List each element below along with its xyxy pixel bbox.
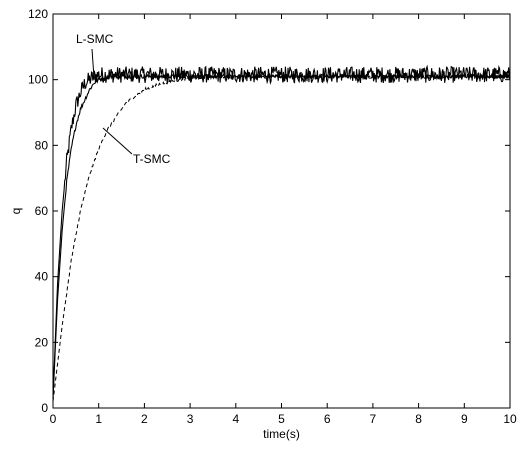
x-tick-label: 5 [278, 412, 285, 426]
y-tick-label: 40 [35, 270, 49, 284]
x-tick-label: 2 [141, 412, 148, 426]
y-tick-label: 60 [35, 204, 49, 218]
y-axis-label: q [9, 208, 23, 215]
x-tick-label: 4 [232, 412, 239, 426]
t-smc-annotation-label: T-SMC [133, 152, 171, 166]
annotations-layer: L-SMC T-SMC [76, 32, 171, 166]
x-tick-label: 10 [503, 412, 517, 426]
y-tick-label: 80 [35, 138, 49, 152]
x-tick-label: 1 [95, 412, 102, 426]
x-tick-label: 9 [461, 412, 468, 426]
x-axis-label: time(s) [263, 427, 300, 441]
series-line-3 [52, 73, 511, 402]
series-layer [52, 64, 511, 402]
x-tick-label: 3 [187, 412, 194, 426]
series-line-1 [52, 64, 511, 399]
x-tick-label: 0 [50, 412, 57, 426]
x-tick-label: 8 [415, 412, 422, 426]
x-tick-label: 6 [324, 412, 331, 426]
y-tick-label: 100 [28, 73, 48, 87]
y-tick-label: 0 [41, 401, 48, 415]
x-tick-label: 7 [370, 412, 377, 426]
l-smc-annotation-label: L-SMC [76, 32, 114, 46]
l-smc-annotation-leader [91, 48, 95, 80]
t-smc-annotation-leader [102, 127, 133, 155]
y-tick-label: 20 [35, 335, 49, 349]
series-line-2 [52, 72, 511, 399]
y-tick-label: 120 [28, 7, 48, 21]
